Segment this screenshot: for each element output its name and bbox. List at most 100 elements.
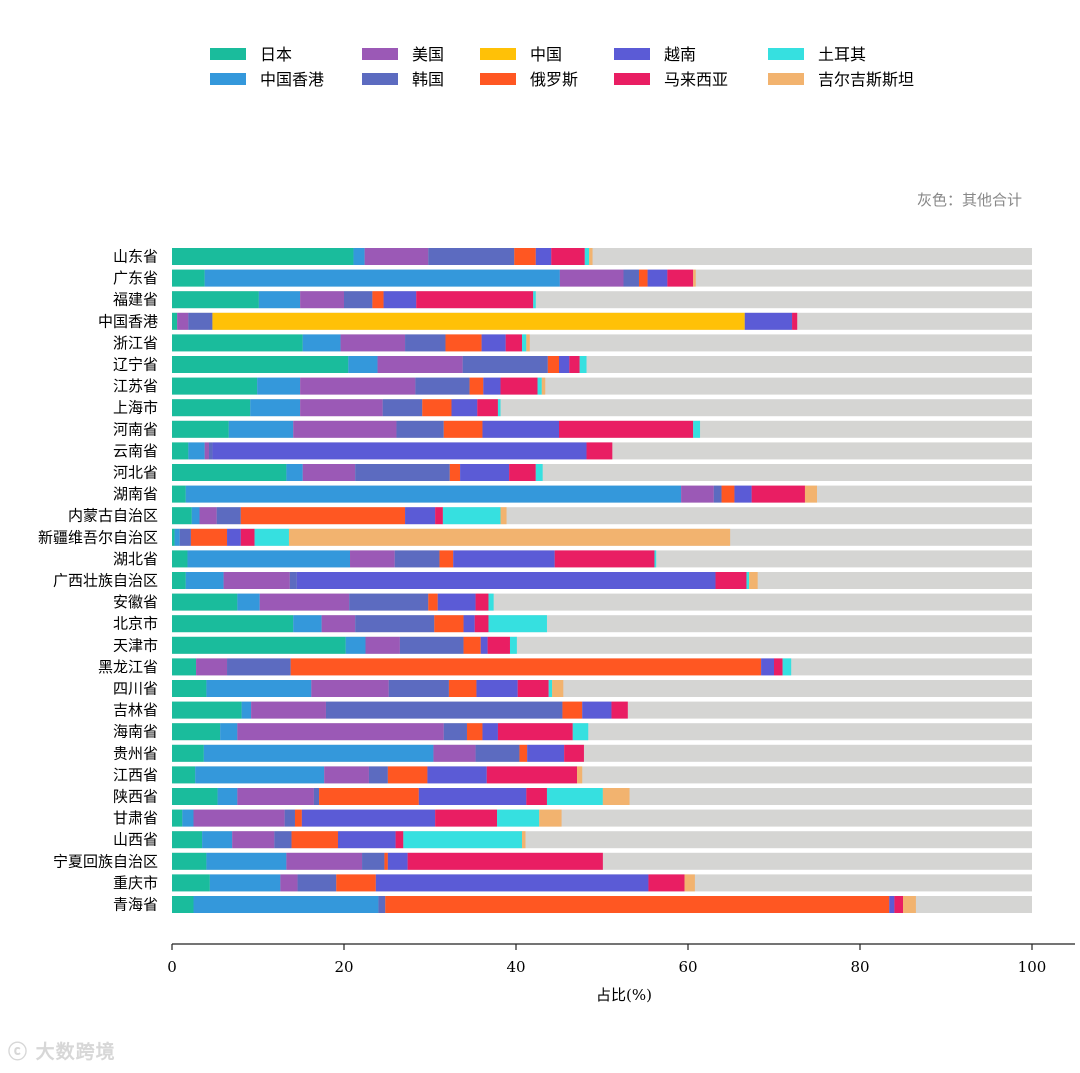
bar-seg-3-3 xyxy=(188,312,213,330)
bar-seg-20-6 xyxy=(476,680,518,697)
bar-seg-6-2 xyxy=(300,377,416,395)
bar-seg-17-3 xyxy=(355,615,435,633)
bar-seg-19-8 xyxy=(782,658,792,676)
bar-seg-23-3 xyxy=(475,744,520,762)
category-label-12: 内蒙古自治区 xyxy=(68,507,158,525)
bar-seg-16-0 xyxy=(172,593,238,611)
category-label-29: 重庆市 xyxy=(113,874,158,892)
bar-seg-12-1 xyxy=(191,507,200,525)
bar-seg-7-3 xyxy=(382,399,423,417)
bar-seg-18-5 xyxy=(463,636,481,654)
bars-group xyxy=(172,248,1032,913)
bar-seg-19-0 xyxy=(172,658,197,676)
legend-swatch-1 xyxy=(210,73,246,85)
bar-seg-27-6 xyxy=(337,831,396,849)
bar-seg-7-1 xyxy=(250,399,301,417)
x-tick-label-3: 60 xyxy=(678,958,697,976)
legend-label-9: 吉尔吉斯斯坦 xyxy=(818,70,914,89)
bar-seg-12-0 xyxy=(172,507,192,525)
category-label-20: 四川省 xyxy=(113,680,158,698)
bar-seg-22-5 xyxy=(466,723,483,741)
bar-seg-6-7 xyxy=(500,377,538,395)
bar-seg-18-1 xyxy=(345,636,366,654)
bar-seg-20-1 xyxy=(206,680,312,697)
bar-seg-1-5 xyxy=(638,269,648,287)
legend-label-4: 中国 xyxy=(530,45,562,64)
category-label-23: 贵州省 xyxy=(113,744,158,762)
bar-seg-11-5 xyxy=(721,485,735,503)
bar-seg-15-9 xyxy=(749,572,758,589)
bar-seg-15-8 xyxy=(746,572,750,589)
bar-seg-22-8 xyxy=(572,723,589,741)
bar-seg-24-3 xyxy=(368,766,388,784)
bar-seg-19-3 xyxy=(227,658,291,676)
bar-seg-29-2 xyxy=(280,874,298,892)
category-label-6: 江苏省 xyxy=(113,377,158,395)
bar-seg-0-5 xyxy=(514,248,536,265)
bar-seg-16-2 xyxy=(259,593,350,611)
bar-seg-20-9 xyxy=(552,680,564,697)
category-label-25: 陕西省 xyxy=(113,788,158,806)
bar-seg-10-7 xyxy=(509,464,536,481)
bar-seg-1-9 xyxy=(693,269,696,287)
bar-seg-28-1 xyxy=(206,852,287,870)
bar-seg-16-1 xyxy=(237,593,260,611)
bar-seg-26-6 xyxy=(301,809,436,827)
bar-seg-2-0 xyxy=(172,291,259,309)
bar-seg-21-2 xyxy=(251,701,326,719)
bar-seg-6-5 xyxy=(469,377,484,395)
bar-seg-14-3 xyxy=(394,550,440,568)
bar-seg-11-9 xyxy=(804,485,817,503)
bar-seg-28-3 xyxy=(362,852,385,870)
bar-seg-28-5 xyxy=(384,852,388,870)
bar-seg-1-1 xyxy=(204,269,560,287)
bar-seg-5-7 xyxy=(569,356,580,373)
legend-label-3: 韩国 xyxy=(412,70,444,89)
bar-seg-17-7 xyxy=(474,615,489,633)
bar-seg-18-6 xyxy=(480,636,488,654)
bar-seg-11-0 xyxy=(172,485,186,503)
bar-seg-15-0 xyxy=(172,572,186,589)
bar-seg-4-0 xyxy=(172,334,303,352)
legend-label-6: 越南 xyxy=(664,45,696,64)
legend-label-5: 俄罗斯 xyxy=(530,70,578,89)
bar-seg-25-2 xyxy=(237,788,314,805)
bar-seg-29-5 xyxy=(336,874,376,892)
legend-swatch-0 xyxy=(210,48,246,60)
bar-seg-4-6 xyxy=(481,334,506,352)
bar-seg-10-6 xyxy=(460,464,510,481)
bar-seg-4-1 xyxy=(302,334,341,352)
bar-seg-29-1 xyxy=(209,874,281,892)
bar-seg-0-7 xyxy=(551,248,585,265)
bar-seg-26-2 xyxy=(193,809,285,827)
category-labels: 山东省广东省福建省中国香港浙江省辽宁省江苏省上海市河南省云南省河北省湖南省内蒙古… xyxy=(38,248,158,914)
bar-seg-24-2 xyxy=(324,766,369,784)
bar-seg-11-2 xyxy=(681,485,714,503)
bar-seg-9-6 xyxy=(212,442,587,460)
bar-seg-9-1 xyxy=(188,442,205,460)
bar-seg-11-6 xyxy=(734,485,752,503)
bar-seg-8-2 xyxy=(293,420,397,438)
x-tick-label-0: 0 xyxy=(167,958,177,976)
bar-seg-18-3 xyxy=(399,636,464,654)
bar-seg-26-8 xyxy=(497,809,540,827)
bar-seg-22-7 xyxy=(497,723,573,741)
bar-seg-23-0 xyxy=(172,744,204,762)
bar-seg-22-1 xyxy=(220,723,238,741)
bar-seg-3-7 xyxy=(792,312,798,330)
bar-seg-27-1 xyxy=(202,831,233,849)
bar-seg-16-7 xyxy=(475,593,489,611)
bar-seg-24-1 xyxy=(195,766,325,784)
bar-seg-19-7 xyxy=(774,658,783,676)
category-label-28: 宁夏回族自治区 xyxy=(53,852,158,870)
category-label-2: 福建省 xyxy=(113,291,158,309)
bar-seg-17-5 xyxy=(434,615,464,633)
bar-seg-30-1 xyxy=(193,896,379,913)
bar-seg-4-7 xyxy=(505,334,523,352)
category-label-7: 上海市 xyxy=(113,399,158,417)
bar-seg-16-8 xyxy=(488,593,494,611)
category-label-8: 河南省 xyxy=(113,420,158,438)
bar-seg-13-5 xyxy=(190,528,228,546)
bar-seg-0-1 xyxy=(353,248,365,265)
